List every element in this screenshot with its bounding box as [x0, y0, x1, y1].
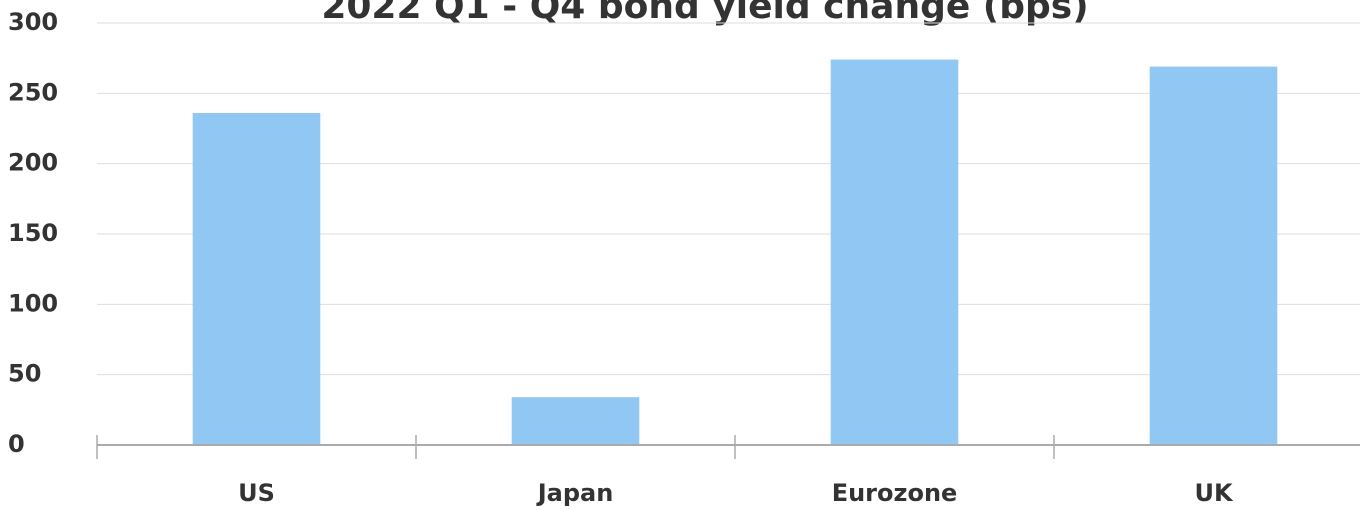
x-tick-label: Eurozone [832, 479, 958, 507]
bar [1149, 66, 1278, 446]
y-tick-label: 200 [8, 149, 58, 177]
bar [192, 113, 321, 445]
y-tick-label: 0 [8, 430, 25, 458]
x-tick-label: Japan [536, 479, 614, 507]
bar [830, 59, 959, 445]
x-tick-label: UK [1194, 479, 1233, 507]
bar [511, 397, 640, 445]
y-tick-label: 300 [8, 8, 58, 36]
y-tick-label: 150 [8, 219, 58, 247]
y-tick-label: 250 [8, 78, 58, 106]
y-tick-label: 50 [8, 360, 41, 388]
x-tick-label: US [238, 479, 275, 507]
y-tick-label: 100 [8, 289, 58, 317]
